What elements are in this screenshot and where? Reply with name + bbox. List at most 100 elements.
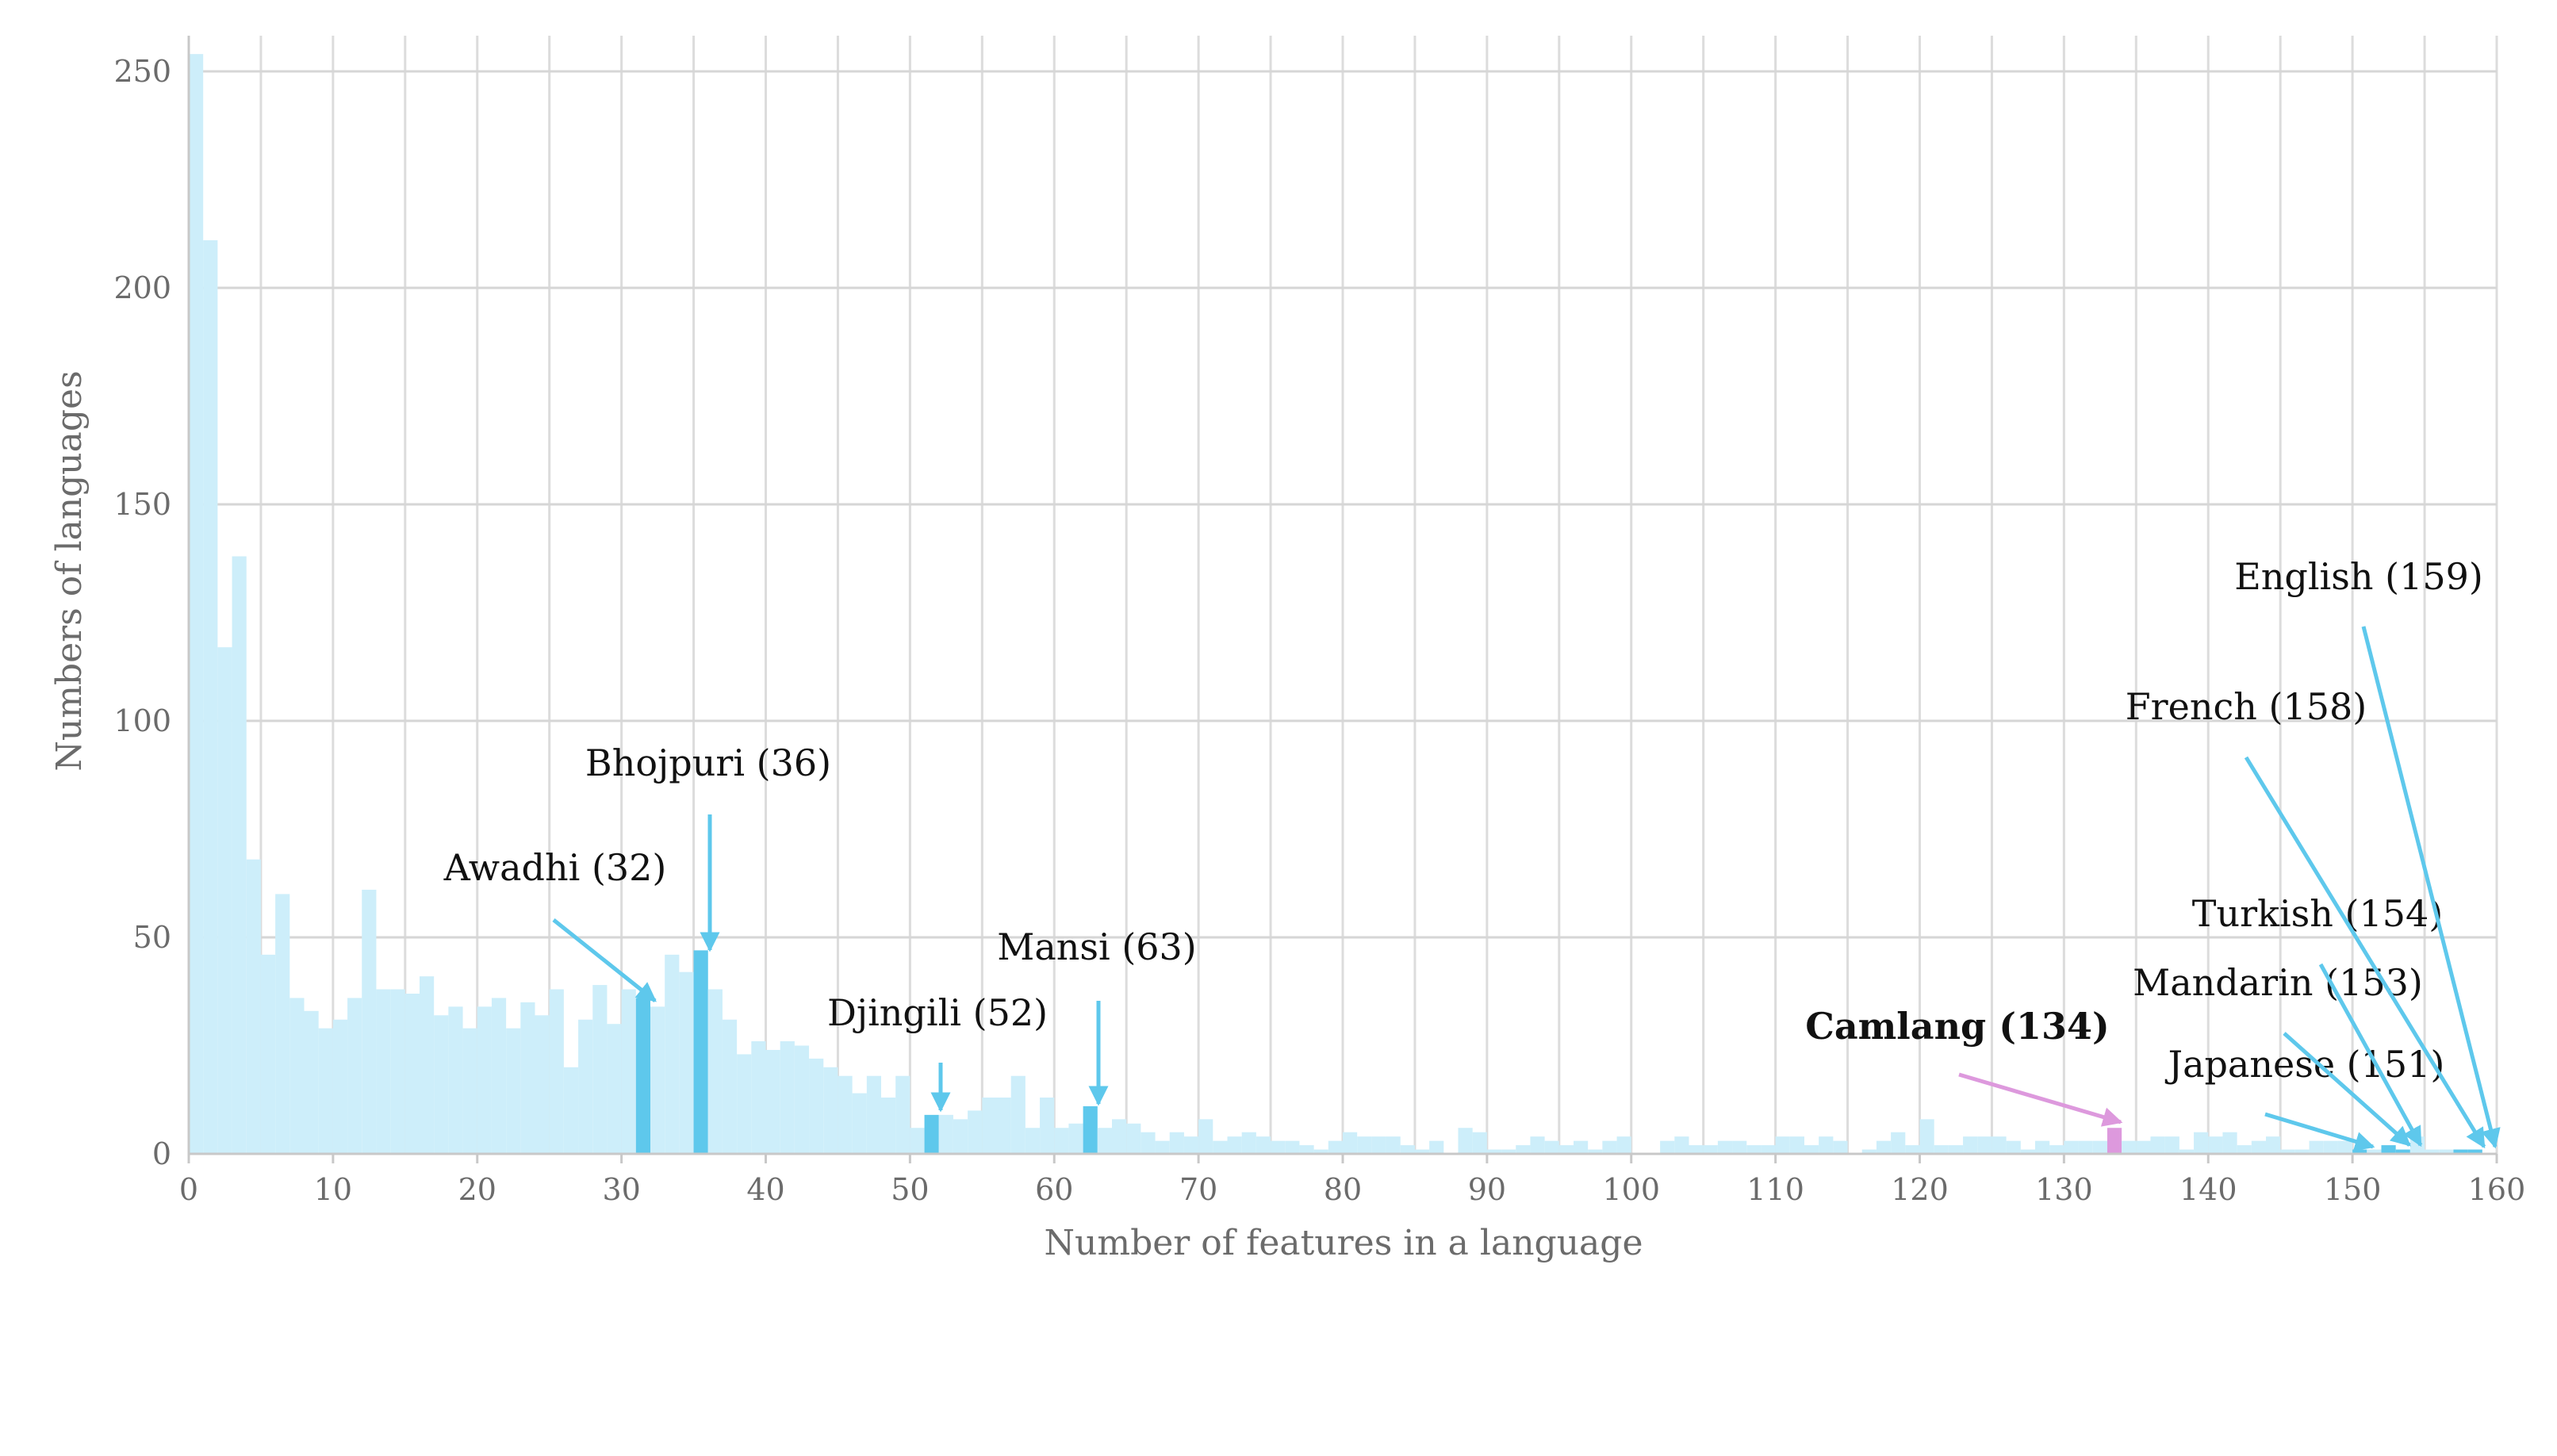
bar xyxy=(1544,1140,1559,1154)
bar xyxy=(1963,1136,1978,1154)
bar xyxy=(332,1019,348,1154)
bar xyxy=(1934,1145,1949,1154)
bar xyxy=(1819,1136,1834,1154)
bar xyxy=(1876,1140,1892,1154)
x-axis-title: Number of features in a language xyxy=(1045,1223,1643,1263)
annotation-label: English (159) xyxy=(2234,555,2483,598)
bar xyxy=(376,989,391,1154)
y-tick-label: 200 xyxy=(113,270,171,305)
bar xyxy=(404,993,420,1154)
annotation-label: Djingili (52) xyxy=(827,991,1048,1034)
bar xyxy=(2179,1149,2195,1154)
bar xyxy=(2164,1136,2179,1154)
bar xyxy=(1357,1136,1372,1154)
bar xyxy=(895,1075,910,1154)
bar xyxy=(347,998,362,1154)
bar-highlight xyxy=(924,1114,939,1154)
bar xyxy=(477,1006,492,1154)
bar xyxy=(2237,1145,2252,1154)
bar xyxy=(910,1128,925,1154)
bar xyxy=(1371,1136,1386,1154)
x-tick-label: 10 xyxy=(314,1172,352,1207)
bar xyxy=(1010,1075,1025,1154)
y-tick-label: 50 xyxy=(133,920,171,955)
bar-highlight xyxy=(2453,1149,2468,1154)
bar xyxy=(1588,1149,1603,1154)
x-tick-label: 140 xyxy=(2179,1172,2237,1207)
bar xyxy=(362,889,377,1154)
x-tick-label: 150 xyxy=(2324,1172,2382,1207)
bar xyxy=(1775,1136,1790,1154)
bar xyxy=(1183,1136,1199,1154)
x-tick-label: 100 xyxy=(1602,1172,1660,1207)
bar xyxy=(722,1019,738,1154)
y-axis-title: Numbers of languages xyxy=(49,370,90,771)
bar xyxy=(1313,1149,1328,1154)
bar-highlight xyxy=(2381,1145,2396,1154)
bar xyxy=(1861,1149,1877,1154)
bar xyxy=(1761,1145,1776,1154)
bar xyxy=(1227,1136,1242,1154)
annotation-arrow xyxy=(2264,1112,2375,1151)
bar xyxy=(968,1110,983,1154)
bar xyxy=(1674,1136,1689,1154)
bar xyxy=(1169,1132,1184,1154)
bar xyxy=(1241,1132,1256,1154)
bar xyxy=(1732,1140,1747,1154)
bar xyxy=(1501,1149,1516,1154)
bar xyxy=(2367,1149,2382,1154)
bar xyxy=(1486,1149,1502,1154)
bar xyxy=(1574,1140,1589,1154)
bar xyxy=(1602,1140,1617,1154)
bar xyxy=(2064,1140,2079,1154)
bar xyxy=(2078,1140,2093,1154)
bar xyxy=(1717,1140,1733,1154)
x-tick-label: 160 xyxy=(2468,1172,2526,1207)
x-tick-label: 110 xyxy=(1746,1172,1804,1207)
bar xyxy=(203,239,218,1155)
bar xyxy=(1977,1136,1992,1154)
x-tick-label: 30 xyxy=(602,1172,640,1207)
bar xyxy=(996,1098,1011,1154)
bar xyxy=(1140,1132,1156,1154)
y-tick-label: 150 xyxy=(113,487,171,522)
bar xyxy=(838,1075,853,1154)
y-tick-label: 0 xyxy=(152,1136,171,1171)
bar xyxy=(491,998,507,1154)
bar xyxy=(751,1041,766,1154)
bar xyxy=(1689,1145,1704,1154)
y-tick-label: 100 xyxy=(113,703,171,738)
bar xyxy=(2222,1132,2237,1154)
bar xyxy=(1703,1145,1718,1154)
bar xyxy=(448,1006,463,1154)
bar xyxy=(1213,1140,1228,1154)
x-tick-label: 60 xyxy=(1035,1172,1073,1207)
bar xyxy=(1285,1140,1300,1154)
bar xyxy=(1429,1140,1444,1154)
bar xyxy=(737,1054,752,1154)
x-tick-label: 120 xyxy=(1891,1172,1949,1207)
bar xyxy=(650,1006,665,1154)
bar xyxy=(2020,1149,2035,1154)
x-tick-label: 70 xyxy=(1179,1172,1217,1207)
annotation-arrow xyxy=(2318,963,2423,1148)
bar xyxy=(2309,1140,2324,1154)
bar xyxy=(1299,1145,1314,1154)
bar-highlight xyxy=(693,950,708,1154)
bar xyxy=(2049,1145,2064,1154)
x-tick-label: 20 xyxy=(458,1172,496,1207)
bar xyxy=(780,1041,795,1154)
bar xyxy=(1948,1145,1964,1154)
bar xyxy=(232,556,247,1154)
bar xyxy=(2280,1149,2295,1154)
bar xyxy=(1155,1140,1170,1154)
bar xyxy=(2122,1140,2137,1154)
bar xyxy=(1789,1136,1804,1154)
bar-highlight xyxy=(2467,1149,2482,1154)
bar xyxy=(2136,1140,2151,1154)
bar xyxy=(2266,1136,2281,1154)
bar xyxy=(794,1045,810,1154)
bar xyxy=(1386,1136,1401,1154)
bar xyxy=(2194,1132,2209,1154)
bar xyxy=(982,1098,997,1154)
